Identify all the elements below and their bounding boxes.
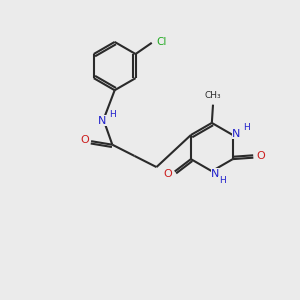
Text: N: N [98, 116, 106, 126]
Text: N: N [232, 128, 241, 139]
Text: CH₃: CH₃ [205, 91, 221, 100]
Text: Cl: Cl [156, 37, 166, 46]
Text: O: O [256, 152, 266, 161]
Text: H: H [219, 176, 226, 185]
Text: O: O [80, 135, 89, 145]
Text: H: H [244, 123, 250, 132]
Text: H: H [110, 110, 116, 119]
Text: N: N [211, 169, 220, 178]
Text: O: O [163, 169, 172, 179]
